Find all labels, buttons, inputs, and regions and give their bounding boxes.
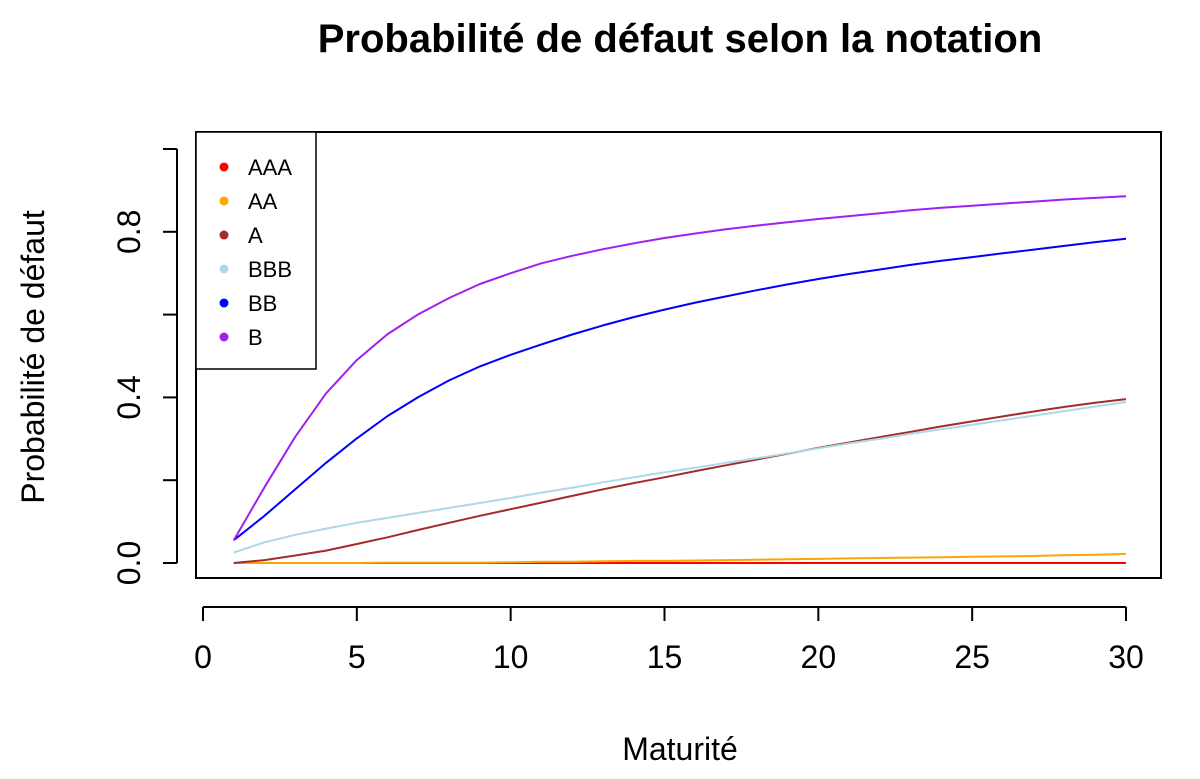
- legend-box: [195, 131, 317, 370]
- y-tick-label: 0.8: [111, 210, 147, 254]
- legend-label-aaa: AAA: [248, 155, 292, 180]
- legend-label-aa: AA: [248, 189, 278, 214]
- series-layer: [232, 195, 1127, 564]
- x-tick-label: 5: [348, 639, 366, 675]
- plot-frame: [195, 131, 1162, 579]
- x-tick-label: 10: [493, 639, 529, 675]
- series-line-aa: [233, 552, 1127, 564]
- legend-marker-bb: [219, 298, 229, 308]
- legend-marker-a: [219, 230, 229, 240]
- legend-marker-aa: [219, 196, 229, 206]
- series-line-bbb: [233, 401, 1127, 554]
- legend-label-bbb: BBB: [248, 257, 292, 282]
- y-axis: 0.0 0.4 0.8: [111, 148, 178, 585]
- x-tick-label: 30: [1108, 639, 1144, 675]
- legend-label-a: A: [248, 223, 263, 248]
- x-tick-label: 15: [647, 639, 683, 675]
- legend-marker-aaa: [219, 162, 229, 172]
- series-line-bb: [233, 237, 1127, 541]
- y-tick-label: 0.0: [111, 541, 147, 585]
- x-tick-label: 0: [194, 639, 212, 675]
- chart-title: Probabilité de défaut selon la notation: [318, 17, 1043, 61]
- series-line-b: [232, 195, 1127, 541]
- x-axis-label: Maturité: [622, 731, 738, 767]
- x-tick-label: 25: [954, 639, 990, 675]
- y-tick-label: 0.4: [111, 375, 147, 419]
- legend-marker-bbb: [219, 264, 229, 274]
- series-line-a: [233, 398, 1127, 564]
- legend-label-b: B: [248, 325, 263, 350]
- y-axis-label: Probabilité de défaut: [15, 210, 51, 504]
- x-axis: 0 5 10 15 20 25 30: [194, 606, 1144, 675]
- legend-label-bb: BB: [248, 291, 277, 316]
- x-tick-label: 20: [801, 639, 837, 675]
- legend-marker-b: [219, 332, 229, 342]
